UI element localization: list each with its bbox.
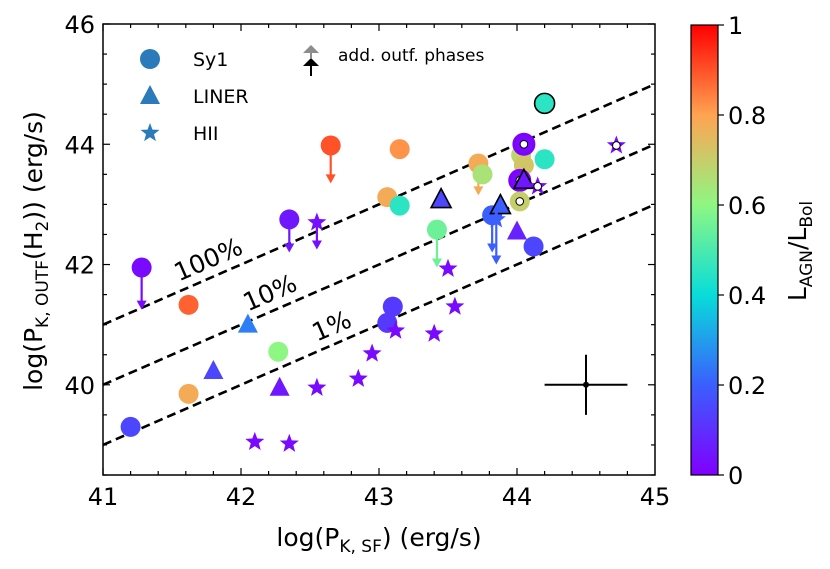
triangle-marker-liner: [203, 359, 224, 379]
reference-line-labels: 100%10%1%: [170, 232, 356, 347]
error-bar-center: [583, 381, 589, 388]
star-marker-hii: [307, 377, 327, 396]
circle-marker-sy1: [472, 164, 493, 185]
colorbar-tick-label: 0.8: [728, 102, 766, 130]
x-tick-label: 43: [364, 483, 395, 511]
circle-marker-sy1: [426, 219, 447, 240]
axes: 41 42 43 44 45 40 42 44 46: [64, 11, 670, 511]
legend-label: Sy1: [193, 49, 228, 71]
circle-marker-sy1: [534, 149, 555, 170]
colorbar-tick-label: 0: [728, 462, 743, 490]
triangle-marker-liner: [269, 376, 290, 396]
colorbar-tick-label: 0.6: [728, 192, 766, 220]
circle-marker-sy1: [320, 135, 341, 156]
upper-limit-arrowhead: [284, 243, 295, 253]
triangle-marker-liner: [507, 220, 527, 240]
reference-line-label: 10%: [239, 268, 302, 317]
colorbar: 0 0.2 0.4 0.6 0.8 1: [690, 12, 766, 490]
triangle-marker-liner: [489, 192, 512, 215]
triangle-marker-liner: [237, 313, 258, 333]
reference-line: [103, 143, 655, 386]
y-tick-label: 44: [64, 131, 95, 159]
data-points: [120, 92, 626, 452]
circle-marker-sy1: [389, 139, 410, 160]
legend-label: HII: [193, 123, 219, 145]
colorbar-tick-label: 1: [728, 12, 743, 40]
circle-marker-sy1: [382, 296, 403, 317]
circle-marker-sy1: [131, 257, 152, 278]
x-axis-label: log(PK, SF) (erg/s): [276, 523, 481, 557]
reference-line-label: 1%: [308, 305, 356, 347]
star-marker-hii: [362, 343, 382, 362]
upper-limit-arrowhead: [473, 186, 484, 196]
star-marker-hii: [348, 368, 368, 387]
x-tick-label: 44: [502, 483, 533, 511]
legend-arrow-label: add. outf. phases: [338, 46, 485, 66]
circle-marker-sy1: [523, 236, 544, 257]
circle-marker-sy1: [268, 341, 289, 362]
star-marker-hii: [245, 431, 265, 451]
y-axis-label: log(PK, OUTF(H2)) (erg/s): [19, 111, 53, 391]
upper-limit-arrowhead: [431, 258, 442, 268]
circle-marker-sy1: [178, 383, 199, 404]
colorbar-label: LAGN/LBol: [783, 201, 817, 301]
colorbar-tick-label: 0.2: [728, 372, 766, 400]
upper-limit-arrowhead: [491, 255, 502, 265]
marker-inner-dot: [533, 182, 543, 191]
star-marker-hii: [279, 433, 299, 452]
colorbar-tick-label: 0.4: [728, 282, 766, 310]
circle-marker-sy1: [120, 416, 141, 437]
star-marker-hii: [307, 212, 327, 231]
x-tick-label: 45: [640, 483, 671, 511]
circle-marker-sy1: [389, 195, 410, 216]
error-bar-cross: [544, 354, 628, 415]
x-tick-label: 41: [88, 483, 119, 511]
star-marker-hii: [386, 320, 406, 339]
legend-circle-icon: [140, 49, 160, 69]
marker-inner-dot: [515, 197, 525, 206]
legend-star-icon: [140, 123, 160, 142]
legend-gray-arrow-icon: [303, 45, 319, 53]
circle-marker-sy1: [279, 209, 300, 230]
circle-marker-sy1: [533, 92, 556, 115]
upper-limit-arrowhead: [325, 174, 336, 184]
y-tick-label: 46: [64, 11, 95, 39]
star-marker-hii: [424, 323, 444, 342]
star-marker-hii: [445, 296, 465, 315]
star-marker-hii: [486, 209, 506, 228]
reference-line: [103, 82, 655, 326]
y-tick-label: 42: [64, 252, 95, 280]
marker-inner-dot: [612, 141, 621, 150]
marker-inner-dot: [519, 139, 529, 149]
circle-marker-sy1: [178, 294, 199, 315]
legend-black-arrow-icon: [303, 58, 319, 66]
legend-triangle-icon: [140, 85, 160, 104]
colorbar-bar: [690, 24, 719, 476]
triangle-marker-liner: [429, 186, 453, 209]
upper-limit-arrowhead: [487, 243, 498, 253]
y-tick-label: 40: [64, 372, 95, 400]
upper-limit-arrowhead: [136, 300, 147, 310]
plot-frame: [102, 23, 656, 476]
legend-label: LINER: [193, 86, 249, 108]
upper-limit-arrowhead: [311, 240, 322, 250]
star-marker-hii: [438, 258, 458, 277]
x-tick-label: 42: [226, 483, 257, 511]
legend: Sy1 LINER HII add. outf. phases: [140, 45, 485, 145]
